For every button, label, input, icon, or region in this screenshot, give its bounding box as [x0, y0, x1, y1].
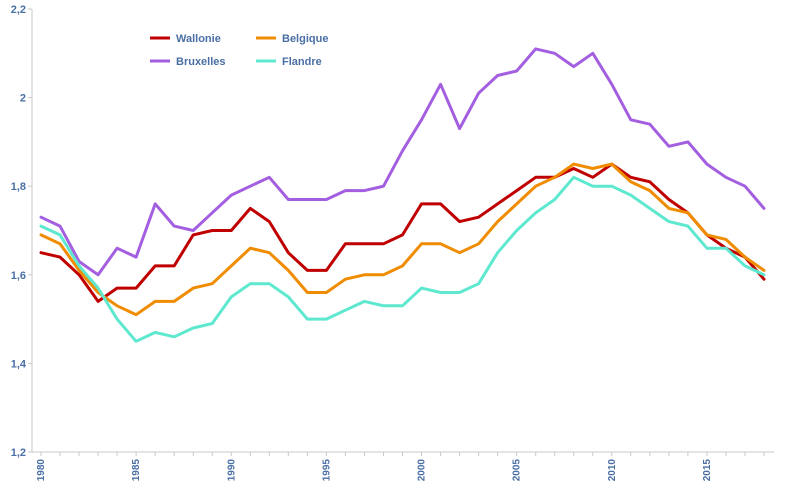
series-line-flandre	[39, 175, 766, 343]
x-tick-label: 1990	[226, 459, 237, 482]
x-tick-label: 2005	[512, 459, 523, 482]
y-tick-label: 1,4	[11, 358, 27, 370]
x-tick-label: 1980	[36, 459, 47, 482]
legend-label-belgique: Belgique	[282, 33, 328, 45]
legend: Wallonie Belgique Bruxelles Flandre	[150, 33, 328, 68]
series-line-belgique	[39, 162, 766, 317]
x-tick-label: 2010	[607, 459, 618, 482]
x-tick-label: 1985	[131, 459, 142, 482]
series-line-bruxelles	[39, 47, 766, 277]
y-tick-label: 2,2	[11, 4, 26, 16]
x-tick-label: 2000	[417, 459, 428, 482]
y-tick-label: 1,2	[11, 447, 26, 459]
legend-label-wallonie: Wallonie	[176, 33, 221, 45]
y-tick-label: 1,8	[11, 181, 26, 193]
x-tick-label: 1995	[321, 459, 332, 482]
axes: 1,2 1,4 1,6 1,8 2 2,2 1980 1985 1990 1995 2000 2005…	[11, 4, 774, 481]
legend-label-bruxelles: Bruxelles	[176, 56, 226, 68]
y-tick-label: 1,6	[11, 270, 26, 282]
series-lines	[39, 47, 766, 343]
y-tick-label: 2	[20, 93, 26, 105]
series-line-wallonie	[39, 162, 766, 303]
x-tick-label: 2015	[702, 459, 713, 482]
legend-label-flandre: Flandre	[282, 56, 322, 68]
